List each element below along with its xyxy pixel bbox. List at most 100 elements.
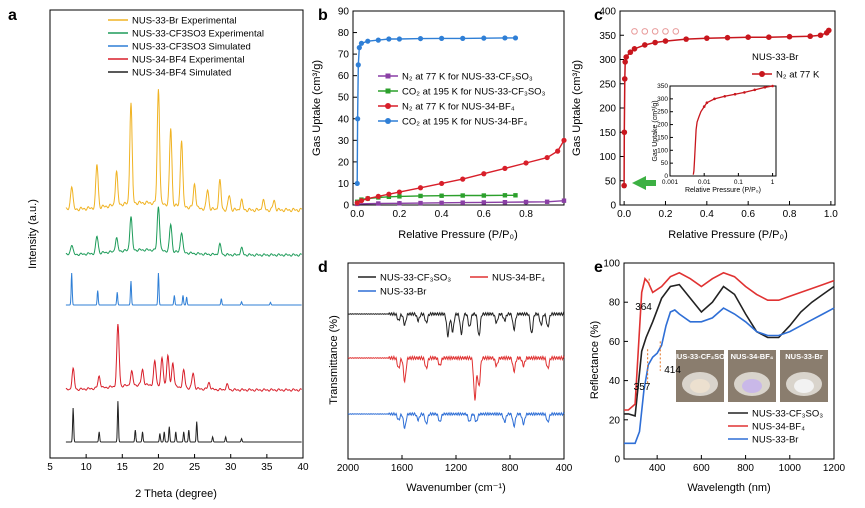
panel-d-xtick-label: 1600 — [391, 463, 414, 474]
panel-b-point — [481, 171, 487, 177]
panel-b-ytick-label: 60 — [338, 71, 350, 82]
panel-c-inset-xlabel: Relative Pressure (P/P₀) — [685, 187, 761, 194]
panel-e-traces — [624, 271, 835, 445]
panel-b-point — [376, 201, 381, 206]
panel-c-ytick-label: 50 — [605, 176, 617, 187]
panel-letter-d: d — [318, 259, 328, 276]
panel-b-point — [439, 193, 444, 198]
panel-c-desorption-point — [662, 28, 669, 35]
panel-a-xtick-label: 20 — [153, 462, 165, 473]
panel-e-xtick-label: 400 — [649, 463, 666, 474]
panel-c-inset-ytick-label: 150 — [657, 134, 668, 141]
panel-b-legend-marker — [385, 103, 391, 109]
panel-a-trace-2 — [65, 206, 302, 257]
panel-b-legend-marker — [385, 118, 391, 124]
panel-c-inset-point — [702, 105, 706, 108]
panel-b-point — [365, 195, 371, 202]
panel-c-inset-ytick-label: 0 — [664, 173, 668, 180]
panel-b-xtick-label: 0.6 — [477, 209, 491, 220]
panel-b-legend: N₂ at 77 K for NUS-33-CF₃SO₃ CO₂ at 195 K… — [378, 72, 546, 128]
panel-a-trace-1 — [65, 89, 303, 213]
panel-c-ylabel: Gas Uptake (cm³/g) — [571, 60, 583, 156]
panel-d-legend-label: NUS-33-CF₃SO₃ — [380, 273, 451, 284]
panel-e-ticks: 400 600 800 1000 1200 0 20 40 60 80 100 — [603, 259, 845, 475]
panel-c-legend: N₂ at 77 K — [752, 70, 820, 81]
panel-b-point — [354, 200, 360, 206]
panel-e-annotation-label: 364 — [635, 302, 652, 313]
panel-b-xtick-label: 0.0 — [350, 209, 364, 220]
panel-c-ytick-label: 200 — [599, 104, 616, 115]
panel-b-point — [544, 154, 550, 161]
panel-c-inset-point — [743, 91, 746, 94]
sample-photo-label: NUS-33-Br — [785, 352, 823, 361]
panel-e-trace-2 — [624, 271, 835, 411]
panel-b-point — [481, 35, 487, 41]
panel-b-point — [460, 200, 465, 205]
panel-d-xtick-label: 1200 — [445, 463, 468, 474]
panel-c-point — [786, 33, 793, 40]
panel-b-ytick-label: 10 — [338, 179, 350, 190]
panel-e-annotation-label: 357 — [634, 382, 651, 393]
panel-a-ylabel: Intensity (a.u.) — [27, 199, 39, 269]
panel-d-legend-label: NUS-34-BF₄ — [492, 273, 545, 284]
panel-a-xtick-label: 5 — [47, 462, 53, 473]
panel-b-point — [386, 36, 392, 42]
panel-c-point — [817, 32, 824, 39]
panel-b-point — [418, 193, 423, 199]
panel-b-ticks: 0.0 0.2 0.4 0.6 0.8 0 10 20 30 40 50 60 70 80 90 — [338, 7, 534, 221]
panel-e-ytick-label: 80 — [609, 298, 621, 309]
panel-b-point — [439, 35, 445, 41]
sample-photo-label: NUS-33-CF₃SO₃ — [672, 352, 729, 361]
panel-c-ytick-label: 350 — [599, 31, 616, 42]
panel-c-inset-ytick-label: 300 — [657, 96, 668, 103]
panel-b-point — [523, 199, 529, 205]
panel-c-inset-xtick-label: 1 — [771, 179, 775, 186]
panel-e-frame — [623, 262, 835, 460]
panel-b-point — [523, 160, 529, 166]
panel-b-point — [544, 199, 550, 204]
panel-c-point — [724, 34, 731, 41]
panel-c-ytick-label: 400 — [599, 7, 616, 18]
panel-c-point — [631, 46, 638, 52]
panel-a-legend-label: NUS-33-CF3SO3 Simulated — [132, 42, 251, 53]
panel-d-chart: Wavenumber (cm⁻¹) Transmittance (%) 2000… — [328, 262, 573, 494]
panel-a-xtick-label: 35 — [261, 462, 273, 473]
panel-b-traces — [354, 35, 567, 207]
panel-a-xtick-label: 25 — [189, 462, 201, 473]
panel-c-point — [627, 49, 634, 56]
panel-b-point — [417, 185, 424, 191]
panel-b-point — [358, 40, 365, 46]
panel-d-traces — [347, 311, 565, 430]
panel-b-legend-marker — [385, 73, 391, 79]
panel-e-ytick-label: 100 — [603, 259, 620, 270]
panel-c-legend-marker — [759, 71, 765, 77]
panel-d-ticks: 2000 1600 1200 800 400 — [337, 455, 573, 474]
panel-b-point — [354, 180, 360, 187]
panel-b-legend-label: N₂ at 77 K for NUS-34-BF₄ — [402, 102, 515, 113]
panel-c-ticks: 0.0 0.2 0.4 0.6 0.8 1.00501001502002503003504… — [599, 7, 838, 221]
panel-c-desorption-point — [631, 28, 638, 35]
panel-c-xtick-label: 0.0 — [617, 209, 631, 220]
panel-e-ylabel: Reflectance (%) — [589, 321, 601, 399]
panel-c-chart: Relative Pressure (P/P₀) Gas Uptake (cm³… — [571, 7, 838, 242]
sample-powder — [794, 379, 814, 393]
panel-c-inset-point — [705, 101, 709, 105]
panel-c-inset-point — [713, 97, 716, 101]
panel-c-inset-ytick-label: 100 — [657, 147, 668, 154]
panel-a-legend-label: NUS-33-CF3SO3 Experimental — [132, 29, 264, 40]
panel-b-frame — [352, 10, 565, 206]
panel-d-ylabel: Transmittance (%) — [328, 315, 340, 404]
panel-e-ytick-label: 40 — [609, 376, 621, 387]
green-arrow-icon — [632, 176, 656, 190]
panel-b-point — [439, 200, 444, 206]
panel-letter-c: c — [594, 7, 603, 24]
panel-c-ytick-label: 300 — [599, 55, 616, 66]
panel-c-ytick-label: 250 — [599, 79, 616, 90]
sample-powder — [690, 379, 710, 393]
panel-c-inset-ytick-label: 350 — [657, 83, 668, 90]
panel-c-ytick-label: 0 — [610, 201, 616, 212]
panel-b-legend-label: CO₂ at 195 K for NUS-34-BF₄ — [402, 117, 527, 128]
panel-c-inset-point — [763, 85, 767, 89]
panel-b-ytick-label: 40 — [338, 114, 350, 125]
panel-c-xlabel: Relative Pressure (P/P₀) — [668, 229, 788, 241]
